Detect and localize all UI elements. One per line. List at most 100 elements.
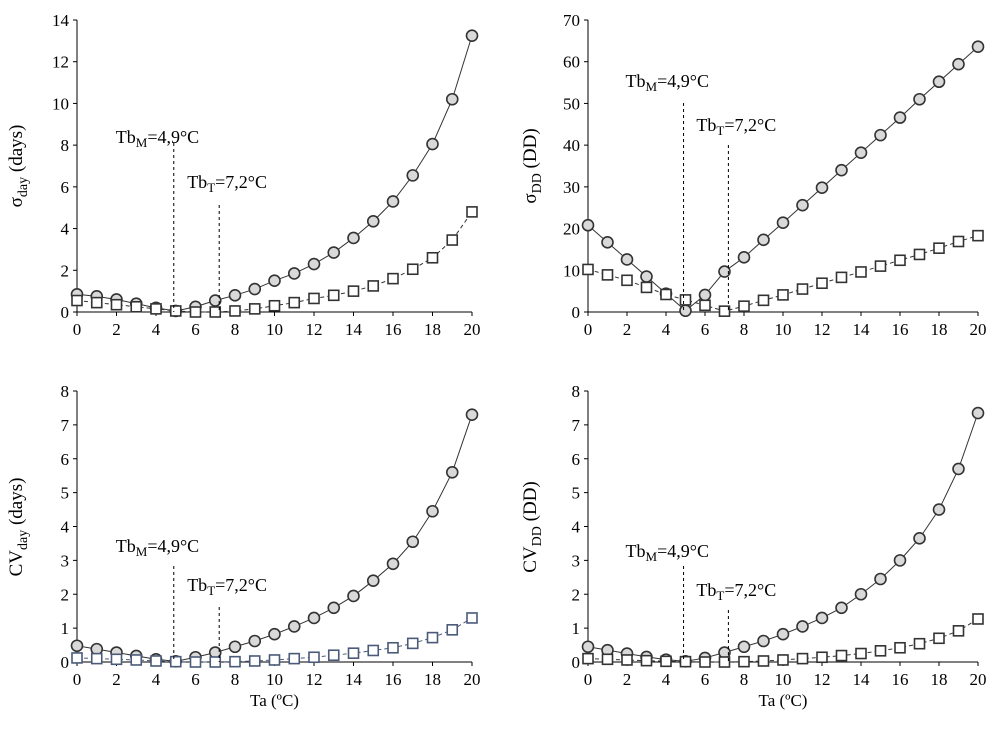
square-marker (679, 655, 692, 668)
circle-marker (737, 251, 751, 264)
square-marker (288, 652, 301, 665)
x-tick-label: 12 (814, 670, 831, 689)
x-tick-label: 10 (266, 670, 283, 689)
square-marker (835, 271, 848, 284)
square-marker (796, 283, 809, 295)
circle-marker (874, 128, 887, 142)
x-tick-label: 0 (73, 670, 82, 689)
x-tick-label: 8 (740, 320, 749, 339)
x-tick-label: 2 (623, 670, 632, 689)
square-marker (874, 645, 887, 657)
x-axis-label: Ta (ºC) (759, 691, 808, 710)
x-tick-label: 6 (701, 320, 710, 339)
circle-marker (228, 640, 242, 654)
x-tick-label: 20 (970, 320, 987, 339)
square-marker (855, 266, 867, 278)
square-marker (972, 229, 984, 242)
circle-marker (776, 216, 790, 230)
y-tick-label: 3 (572, 551, 581, 570)
square-marker (268, 299, 281, 312)
threshold-label: TbT=7,2°C (696, 115, 776, 138)
square-marker (327, 289, 340, 302)
x-tick-label: 4 (152, 320, 161, 339)
y-tick-label: 3 (61, 551, 70, 570)
x-tick-label: 14 (345, 320, 363, 339)
y-tick-label: 10 (52, 94, 69, 113)
square-marker (796, 652, 809, 665)
series-line-2 (587, 618, 979, 663)
square-marker (640, 654, 653, 667)
square-marker (327, 649, 340, 662)
square-marker (933, 242, 945, 254)
square-marker (601, 653, 614, 666)
circle-marker (893, 554, 907, 567)
square-marker (347, 647, 360, 659)
circle-marker (679, 304, 692, 318)
y-tick-label: 0 (61, 303, 70, 322)
square-marker (71, 294, 83, 307)
square-marker (855, 647, 867, 660)
square-marker (90, 296, 103, 309)
square-marker (426, 251, 439, 264)
x-tick-label: 4 (662, 320, 671, 339)
square-marker (738, 300, 750, 312)
square-marker (679, 294, 692, 306)
chart-panel-2: 0 10 20 30 40 50 60 70 0 2 4 6 8 10 12 14 16 18 20 σDD (DD)… (520, 11, 987, 339)
square-marker (406, 263, 419, 276)
square-marker (209, 656, 222, 668)
y-tick-label: 6 (61, 450, 70, 469)
square-marker (110, 298, 123, 311)
square-marker (347, 285, 360, 297)
y-tick-label: 20 (563, 220, 580, 239)
circle-marker (776, 627, 790, 641)
x-tick-label: 6 (191, 670, 200, 689)
x-tick-label: 2 (112, 670, 121, 689)
square-marker (209, 306, 222, 318)
circle-marker (835, 163, 848, 177)
circle-marker (347, 589, 360, 603)
square-marker (466, 206, 478, 218)
circle-marker (406, 169, 420, 182)
square-marker (130, 300, 143, 313)
square-marker (621, 654, 633, 666)
y-tick-label: 0 (572, 303, 581, 322)
circle-marker (248, 282, 262, 296)
square-marker (189, 306, 202, 318)
circle-marker (268, 274, 281, 288)
threshold-label: TbM=4,9°C (626, 71, 709, 94)
square-marker (169, 305, 182, 317)
x-tick-label: 18 (424, 320, 441, 339)
circle-marker (581, 218, 595, 232)
x-tick-label: 14 (345, 670, 363, 689)
x-tick-label: 6 (191, 320, 200, 339)
circle-marker (815, 611, 829, 625)
circle-marker (287, 267, 301, 280)
x-tick-label: 4 (662, 670, 671, 689)
square-marker (757, 294, 770, 307)
y-tick-label: 1 (572, 619, 581, 638)
x-tick-label: 16 (385, 670, 402, 689)
x-tick-label: 10 (266, 320, 283, 339)
x-tick-label: 12 (814, 320, 831, 339)
circle-marker (815, 181, 829, 194)
square-marker (718, 656, 731, 668)
y-tick-label: 4 (61, 518, 70, 537)
circle-marker (445, 92, 459, 106)
circle-marker (854, 146, 868, 159)
circle-marker (465, 29, 479, 42)
circle-marker (952, 57, 965, 71)
square-marker (835, 649, 848, 662)
square-marker (894, 254, 906, 267)
x-tick-label: 18 (424, 670, 441, 689)
x-tick-label: 8 (740, 670, 749, 689)
threshold-label: TbT=7,2°C (187, 575, 267, 598)
y-axis-label: σDD (DD) (520, 128, 545, 203)
circle-marker (426, 504, 439, 518)
square-marker (894, 641, 906, 654)
circle-marker (913, 92, 926, 106)
y-tick-label: 30 (563, 178, 580, 197)
circle-marker (601, 236, 614, 249)
x-tick-label: 2 (623, 320, 632, 339)
